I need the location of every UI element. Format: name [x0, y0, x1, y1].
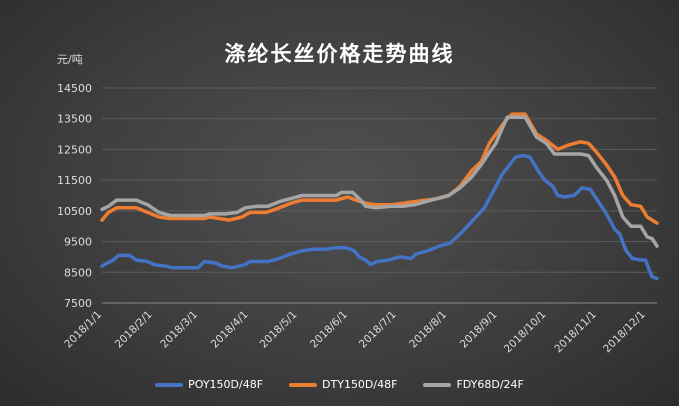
- legend-swatch: [289, 382, 318, 387]
- y-tick-label: 12500: [57, 143, 92, 156]
- x-tick-label: 2018/4/1: [209, 309, 251, 351]
- x-tick-label: 2018/12/1: [601, 309, 648, 356]
- legend-item: FDY68D/24F: [423, 378, 524, 391]
- legend-swatch: [423, 382, 452, 387]
- y-tick-label: 13500: [57, 113, 92, 126]
- chart-legend: POY150D/48F DTY150D/48F FDY68D/24F: [0, 378, 679, 391]
- legend-label: POY150D/48F: [188, 378, 264, 391]
- legend-swatch: [155, 382, 184, 387]
- y-tick-label: 7500: [64, 297, 92, 310]
- chart-title: 涤纶长丝价格走势曲线: [224, 42, 455, 66]
- legend-item: DTY150D/48F: [289, 378, 397, 391]
- legend-label: DTY150D/48F: [322, 378, 398, 391]
- x-tick-label: 2018/2/1: [113, 309, 155, 351]
- x-tick-label: 2018/8/1: [407, 309, 449, 351]
- x-tick-label: 2018/7/1: [357, 309, 399, 351]
- series-line: [100, 115, 659, 248]
- x-tick-label: 2018/9/1: [458, 309, 500, 351]
- y-tick-label: 11500: [57, 174, 92, 187]
- legend-label: FDY68D/24F: [456, 378, 524, 391]
- x-tick-label: 2018/5/1: [258, 309, 300, 351]
- x-tick-label: 2018/3/1: [158, 309, 200, 351]
- y-tick-label: 9500: [64, 236, 92, 249]
- x-tick-label: 2018/6/1: [308, 309, 350, 351]
- y-tick-label: 8500: [64, 266, 92, 279]
- series-line: [100, 153, 659, 281]
- x-tick-label: 2018/10/1: [502, 309, 549, 356]
- legend-item: POY150D/48F: [155, 378, 263, 391]
- x-tick-label: 2018/1/1: [62, 309, 104, 351]
- y-axis-unit-label: 元/吨: [57, 53, 83, 66]
- y-tick-label: 10500: [57, 205, 92, 218]
- x-tick-label: 2018/11/1: [552, 309, 599, 356]
- y-tick-label: 14500: [57, 82, 92, 95]
